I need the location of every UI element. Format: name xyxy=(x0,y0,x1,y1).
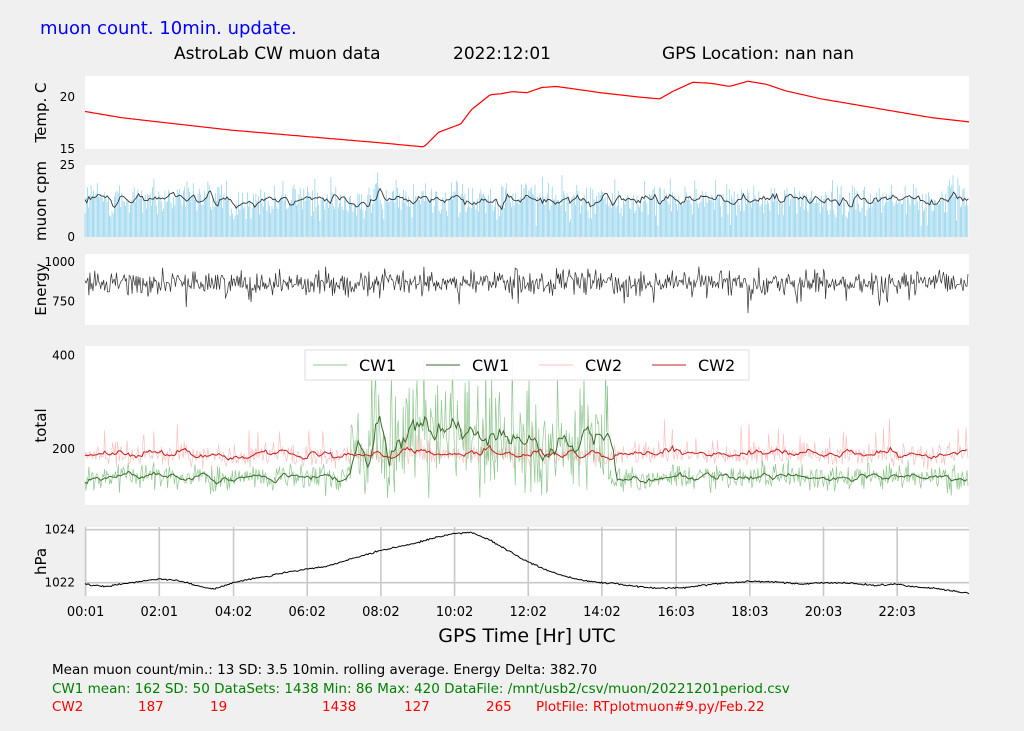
ytick-label: 1022 xyxy=(44,576,75,590)
muon-cpm-bars xyxy=(84,172,969,237)
xtick-label: 10:02 xyxy=(436,605,473,620)
xtick-label: 04:02 xyxy=(215,605,252,620)
chart-date: 2022:12:01 xyxy=(453,44,551,64)
ylabel-temp: Temp. C xyxy=(32,83,50,144)
chart-title: AstroLab CW muon data xyxy=(174,44,381,64)
xtick-label: 18:03 xyxy=(731,605,768,620)
ytick-label: 400 xyxy=(52,348,75,362)
xtick-label: 14:02 xyxy=(583,605,620,620)
legend-label: CW2 xyxy=(585,356,622,375)
energy-line xyxy=(84,266,969,314)
xaxis-label: GPS Time [Hr] UTC xyxy=(438,625,615,647)
ylabel-hpa: hPa xyxy=(32,548,50,575)
legend-label: CW1 xyxy=(472,356,509,375)
cw2-average-line xyxy=(84,444,968,461)
ytick-label: 0 xyxy=(67,230,75,244)
xtick-label: 00:01 xyxy=(67,605,104,620)
ylabel-total: total xyxy=(32,408,50,442)
panel-temp xyxy=(85,76,969,149)
ytick-label: 750 xyxy=(52,294,75,308)
xtick-label: 08:02 xyxy=(362,605,399,620)
ytick-label: 25 xyxy=(60,158,75,172)
header-top-label: muon count. 10min. update. xyxy=(40,18,297,39)
cw1-average-line xyxy=(84,415,968,485)
ylabel-muon-cpm: muon cpm xyxy=(32,161,50,241)
cw2-min: 127 xyxy=(404,699,430,715)
pressure-line xyxy=(84,531,970,595)
xtick-label: 12:02 xyxy=(509,605,546,620)
gps-location: GPS Location: nan nan xyxy=(662,44,854,64)
ytick-label: 200 xyxy=(52,442,75,456)
cw2-datasets: 1438 xyxy=(322,699,357,715)
xtick-label: 22:03 xyxy=(878,605,915,620)
cw2-mean: 187 xyxy=(138,699,164,715)
footer-line-1: Mean muon count/min.: 13 SD: 3.5 10min. … xyxy=(52,662,598,678)
xtick-label: 02:01 xyxy=(141,605,178,620)
cw2-plotfile: PlotFile: RTplotmuon#9.py/Feb.22 xyxy=(536,699,765,715)
xtick-label: 06:02 xyxy=(288,605,325,620)
muon-cpm-rolling-average xyxy=(84,187,969,211)
cw2-label: CW2 xyxy=(52,699,84,715)
ytick-label: 20 xyxy=(60,90,75,104)
ytick-label: 1024 xyxy=(44,523,75,537)
ytick-label: 1000 xyxy=(44,255,75,269)
panel-energy xyxy=(85,254,969,325)
cw2-sd: 19 xyxy=(210,699,228,715)
legend-label: CW2 xyxy=(698,356,735,375)
legend-label: CW1 xyxy=(359,356,396,375)
xtick-label: 16:03 xyxy=(657,605,694,620)
temperature-line xyxy=(84,80,970,148)
ytick-label: 15 xyxy=(60,142,75,156)
cw2-max: 265 xyxy=(486,699,512,715)
ylabel-energy: Energy xyxy=(32,263,50,316)
cw1-raw-line xyxy=(84,357,969,499)
xtick-label: 20:03 xyxy=(805,605,842,620)
footer-line-2: CW1 mean: 162 SD: 50 DataSets: 1438 Min:… xyxy=(52,681,790,697)
